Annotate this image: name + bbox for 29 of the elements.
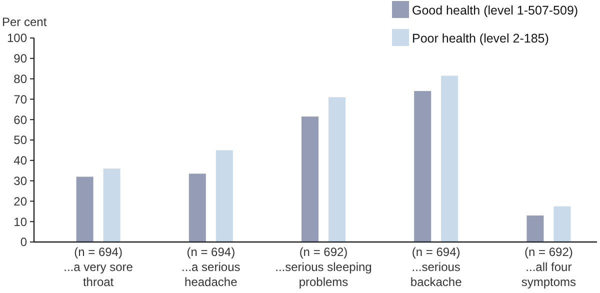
bar (328, 97, 346, 242)
x-tick-label: (n = 692) ...serious sleeping problems (275, 245, 372, 289)
bar (188, 174, 206, 242)
bar (441, 76, 458, 242)
x-tick-label: (n = 694) ...a serious headache (182, 245, 240, 289)
y-tick-label: 80 (14, 72, 28, 86)
y-tick-label: 70 (14, 92, 28, 106)
legend-label: Poor health (level 2-185) (412, 31, 549, 46)
bar (526, 215, 544, 242)
bar (414, 91, 432, 242)
bar (302, 116, 318, 242)
y-tick-label: 60 (14, 112, 28, 127)
y-tick-label: 30 (14, 174, 28, 188)
y-tick-label: 100 (6, 31, 28, 46)
x-tick-label: (n = 694) ...serious backache (410, 245, 462, 289)
y-tick-label: 50 (14, 133, 28, 148)
y-tick-label: 20 (14, 194, 28, 208)
bar (216, 150, 233, 242)
y-axis-title: Per cent (2, 15, 48, 29)
bar (103, 168, 120, 242)
y-tick-label: 90 (14, 52, 28, 66)
y-tick-label: 10 (14, 214, 28, 229)
y-tick-label: 40 (14, 154, 28, 168)
bar (554, 206, 571, 242)
y-tick-label: 0 (20, 235, 28, 250)
x-tick-label: (n = 694) ...a very sore throat (64, 245, 134, 289)
x-tick-label: (n = 692) ...all four symptoms (521, 245, 576, 289)
bar (76, 176, 94, 242)
legend-label: Good health (level 1-507-509) (412, 3, 578, 18)
